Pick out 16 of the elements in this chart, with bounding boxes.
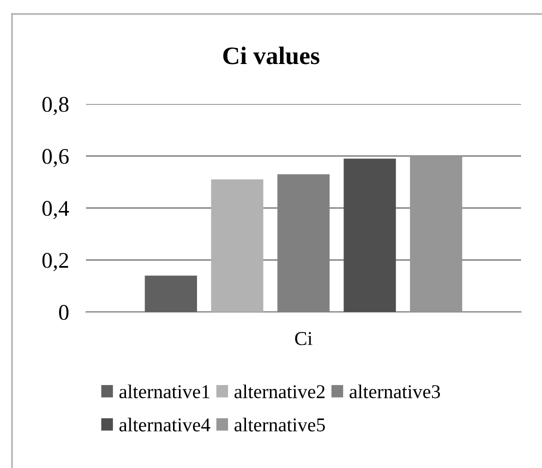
- bar: [344, 158, 396, 312]
- y-tick-label: 0,4: [42, 200, 69, 220]
- y-tick-label: 0,8: [42, 96, 68, 116]
- y-tick-label: 0: [59, 304, 68, 320]
- legend-label: alternative3: [350, 384, 440, 398]
- bar: [144, 276, 198, 312]
- legend-label: alternative4: [119, 418, 210, 432]
- bar: [211, 179, 264, 312]
- chart-title: Ci values: [223, 46, 320, 64]
- legend-label: alternative1: [119, 384, 210, 398]
- bar: [410, 156, 462, 312]
- x-tick-label: Ci: [295, 332, 312, 346]
- y-tick-label: 0,6: [42, 148, 69, 168]
- legend-label: alternative2: [234, 384, 325, 398]
- y-tick-label: 0,2: [42, 252, 68, 272]
- legend-label: alternative5: [234, 418, 325, 432]
